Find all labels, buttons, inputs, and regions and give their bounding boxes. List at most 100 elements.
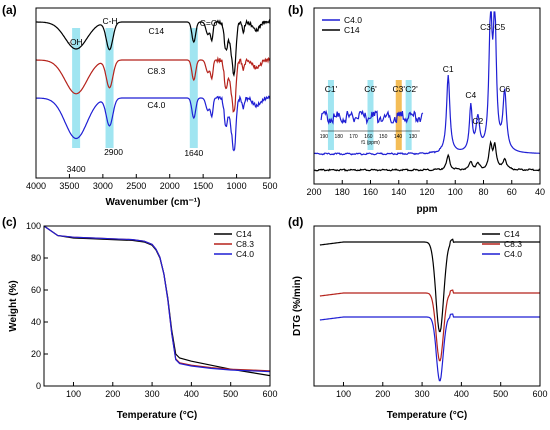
panel-b-inset-tick-label: 130	[409, 134, 418, 140]
panel-a-xtick-label: 1000	[227, 181, 247, 191]
panel-a-band	[72, 28, 81, 148]
panel-b-legend-label: C4.0	[344, 15, 362, 25]
panel-b-series-C4.0	[313, 11, 540, 156]
panel-a-band-label: C=O	[200, 18, 218, 28]
panel-a-xtick-label: 4000	[26, 181, 46, 191]
panel-c-label: (c)	[2, 215, 17, 229]
panel-a-band	[189, 28, 198, 148]
panel-c-frame	[43, 225, 271, 387]
panel-c-xtick-label: 200	[105, 389, 120, 399]
panel-b-xtick-label: 120	[419, 187, 434, 197]
panel-b-peak-label: C4	[465, 90, 476, 100]
panel-a-series-label: C14	[149, 26, 165, 36]
panel-b-inset-label: C2'	[405, 84, 418, 94]
panel-c-xlabel: Temperature (°C)	[117, 410, 198, 421]
panel-d-xtick-label: 500	[493, 389, 508, 399]
panel-a-peak-label: 3400	[67, 164, 86, 174]
panel-b-peak-label: C1	[443, 64, 454, 74]
panel-b-inset-tick-label: 150	[379, 134, 388, 140]
panel-a-series-C8.3	[36, 56, 271, 113]
panel-b-peak-label: C2	[472, 116, 483, 126]
panel-b-xtick-label: 100	[448, 187, 463, 197]
panel-b-series-C14	[313, 140, 541, 172]
panel-b-xtick-label: 80	[478, 187, 488, 197]
panel-a-peak-label: 1640	[184, 148, 203, 158]
panel-a-xtick-label: 2000	[160, 181, 180, 191]
panel-c-ylabel: Weight (%)	[8, 280, 19, 331]
panel-b-inset-band	[367, 80, 374, 150]
panel-c-xtick-label: 100	[66, 389, 81, 399]
panel-b-xtick-label: 40	[535, 187, 545, 197]
panel-d-xtick-label: 600	[532, 389, 547, 399]
panel-b-inset-label: C3'	[393, 84, 406, 94]
panel-b-frame	[313, 7, 541, 185]
panel-a-label: (a)	[2, 3, 17, 17]
panel-b-peak-label: C6	[499, 84, 510, 94]
panel-d-ylabel: DTG (%/min)	[292, 276, 303, 336]
panel-a-series-label: C4.0	[147, 100, 165, 110]
panel-c-legend-label: C8.3	[236, 239, 254, 249]
panel-c-legend-label: C4.0	[236, 249, 254, 259]
panel-d-series-C4.0	[319, 313, 540, 382]
panel-b-inset-label: C6'	[364, 84, 377, 94]
panel-a-xtick-label: 500	[262, 181, 277, 191]
panel-d-xtick-label: 100	[336, 389, 351, 399]
panel-c-xtick-label: 400	[184, 389, 199, 399]
panel-d-legend-label: C14	[504, 229, 520, 239]
panel-a-series-C14	[36, 18, 271, 78]
panel-b-label: (b)	[288, 3, 303, 17]
panel-b-inset-tick-label: 190	[320, 134, 329, 140]
panel-c-series-C4.0	[43, 225, 271, 373]
panel-d-xtick-label: 400	[454, 389, 469, 399]
panel-d-series-C8.3	[319, 289, 540, 362]
panel-c-ytick-label: 80	[31, 253, 41, 263]
panel-b-inset-trace	[320, 109, 424, 125]
panel-b-inset-tick-label: 170	[349, 134, 358, 140]
panel-d-legend-label: C8.3	[504, 239, 522, 249]
panel-b-inset-label: C1'	[325, 84, 338, 94]
panel-b-inset-band	[327, 80, 334, 150]
panel-d-xtick-label: 300	[415, 389, 430, 399]
panel-d-xtick-label: 200	[375, 389, 390, 399]
panel-a-series-C4.0	[35, 94, 271, 152]
panel-b-inset-tick-label: 180	[335, 134, 344, 140]
panel-c: (c) 100 200 300 400 500 600 0 20 40 60 80 100 C14C8…	[2, 215, 278, 421]
panel-c-xtick-label: 600	[262, 389, 277, 399]
panel-b-xtick-label: 180	[335, 187, 350, 197]
panel-c-ytick-label: 60	[31, 285, 41, 295]
panel-a-frame	[35, 7, 271, 179]
panel-b-xlabel: ppm	[416, 204, 437, 215]
panel-b-inset-tick-label: 160	[364, 134, 373, 140]
panel-a-xtick-label: 3000	[93, 181, 113, 191]
panel-a-xlabel: Wavenumber (cm⁻¹)	[106, 197, 201, 208]
panel-a-xtick-label: 3500	[59, 181, 79, 191]
panel-a-xtick-label: 2500	[126, 181, 146, 191]
panel-a-band-label: C-H	[103, 16, 118, 26]
panel-b-peak-label: C3	[480, 22, 491, 32]
panel-b-xtick-label: 200	[306, 187, 321, 197]
panel-c-ytick-label: 40	[31, 317, 41, 327]
panel-b-xtick-label: 160	[363, 187, 378, 197]
panel-a: (a) -OH C-H C=O 3400 2900 1640 C14 C8.3 C4.0 40…	[2, 3, 278, 208]
panel-b-inset-xlabel: f1 (ppm)	[361, 140, 380, 146]
panel-d-label: (d)	[288, 215, 303, 229]
panel-a-xtick-label: 1500	[193, 181, 213, 191]
panel-a-band-label: -OH	[67, 37, 83, 47]
panel-d-xlabel: Temperature (°C)	[387, 410, 468, 421]
panel-c-ytick-label: 0	[36, 381, 41, 391]
panel-c-xtick-label: 300	[145, 389, 160, 399]
panel-d-legend-label: C4.0	[504, 249, 522, 259]
panel-c-xtick-label: 500	[223, 389, 238, 399]
panel-a-series-label: C8.3	[147, 66, 165, 76]
panel-a-peak-label: 2900	[104, 147, 123, 157]
panel-b-legend-label: C14	[344, 25, 360, 35]
panel-b-inset-tick-label: 140	[394, 134, 403, 140]
panel-b-xtick-label: 60	[507, 187, 517, 197]
panel-d-series-C14	[319, 238, 540, 333]
panel-b-xtick-label: 140	[391, 187, 406, 197]
panel-d-frame	[313, 225, 541, 387]
panel-b-peak-label: C5	[494, 22, 505, 32]
panel-c-ytick-label: 100	[26, 221, 41, 231]
